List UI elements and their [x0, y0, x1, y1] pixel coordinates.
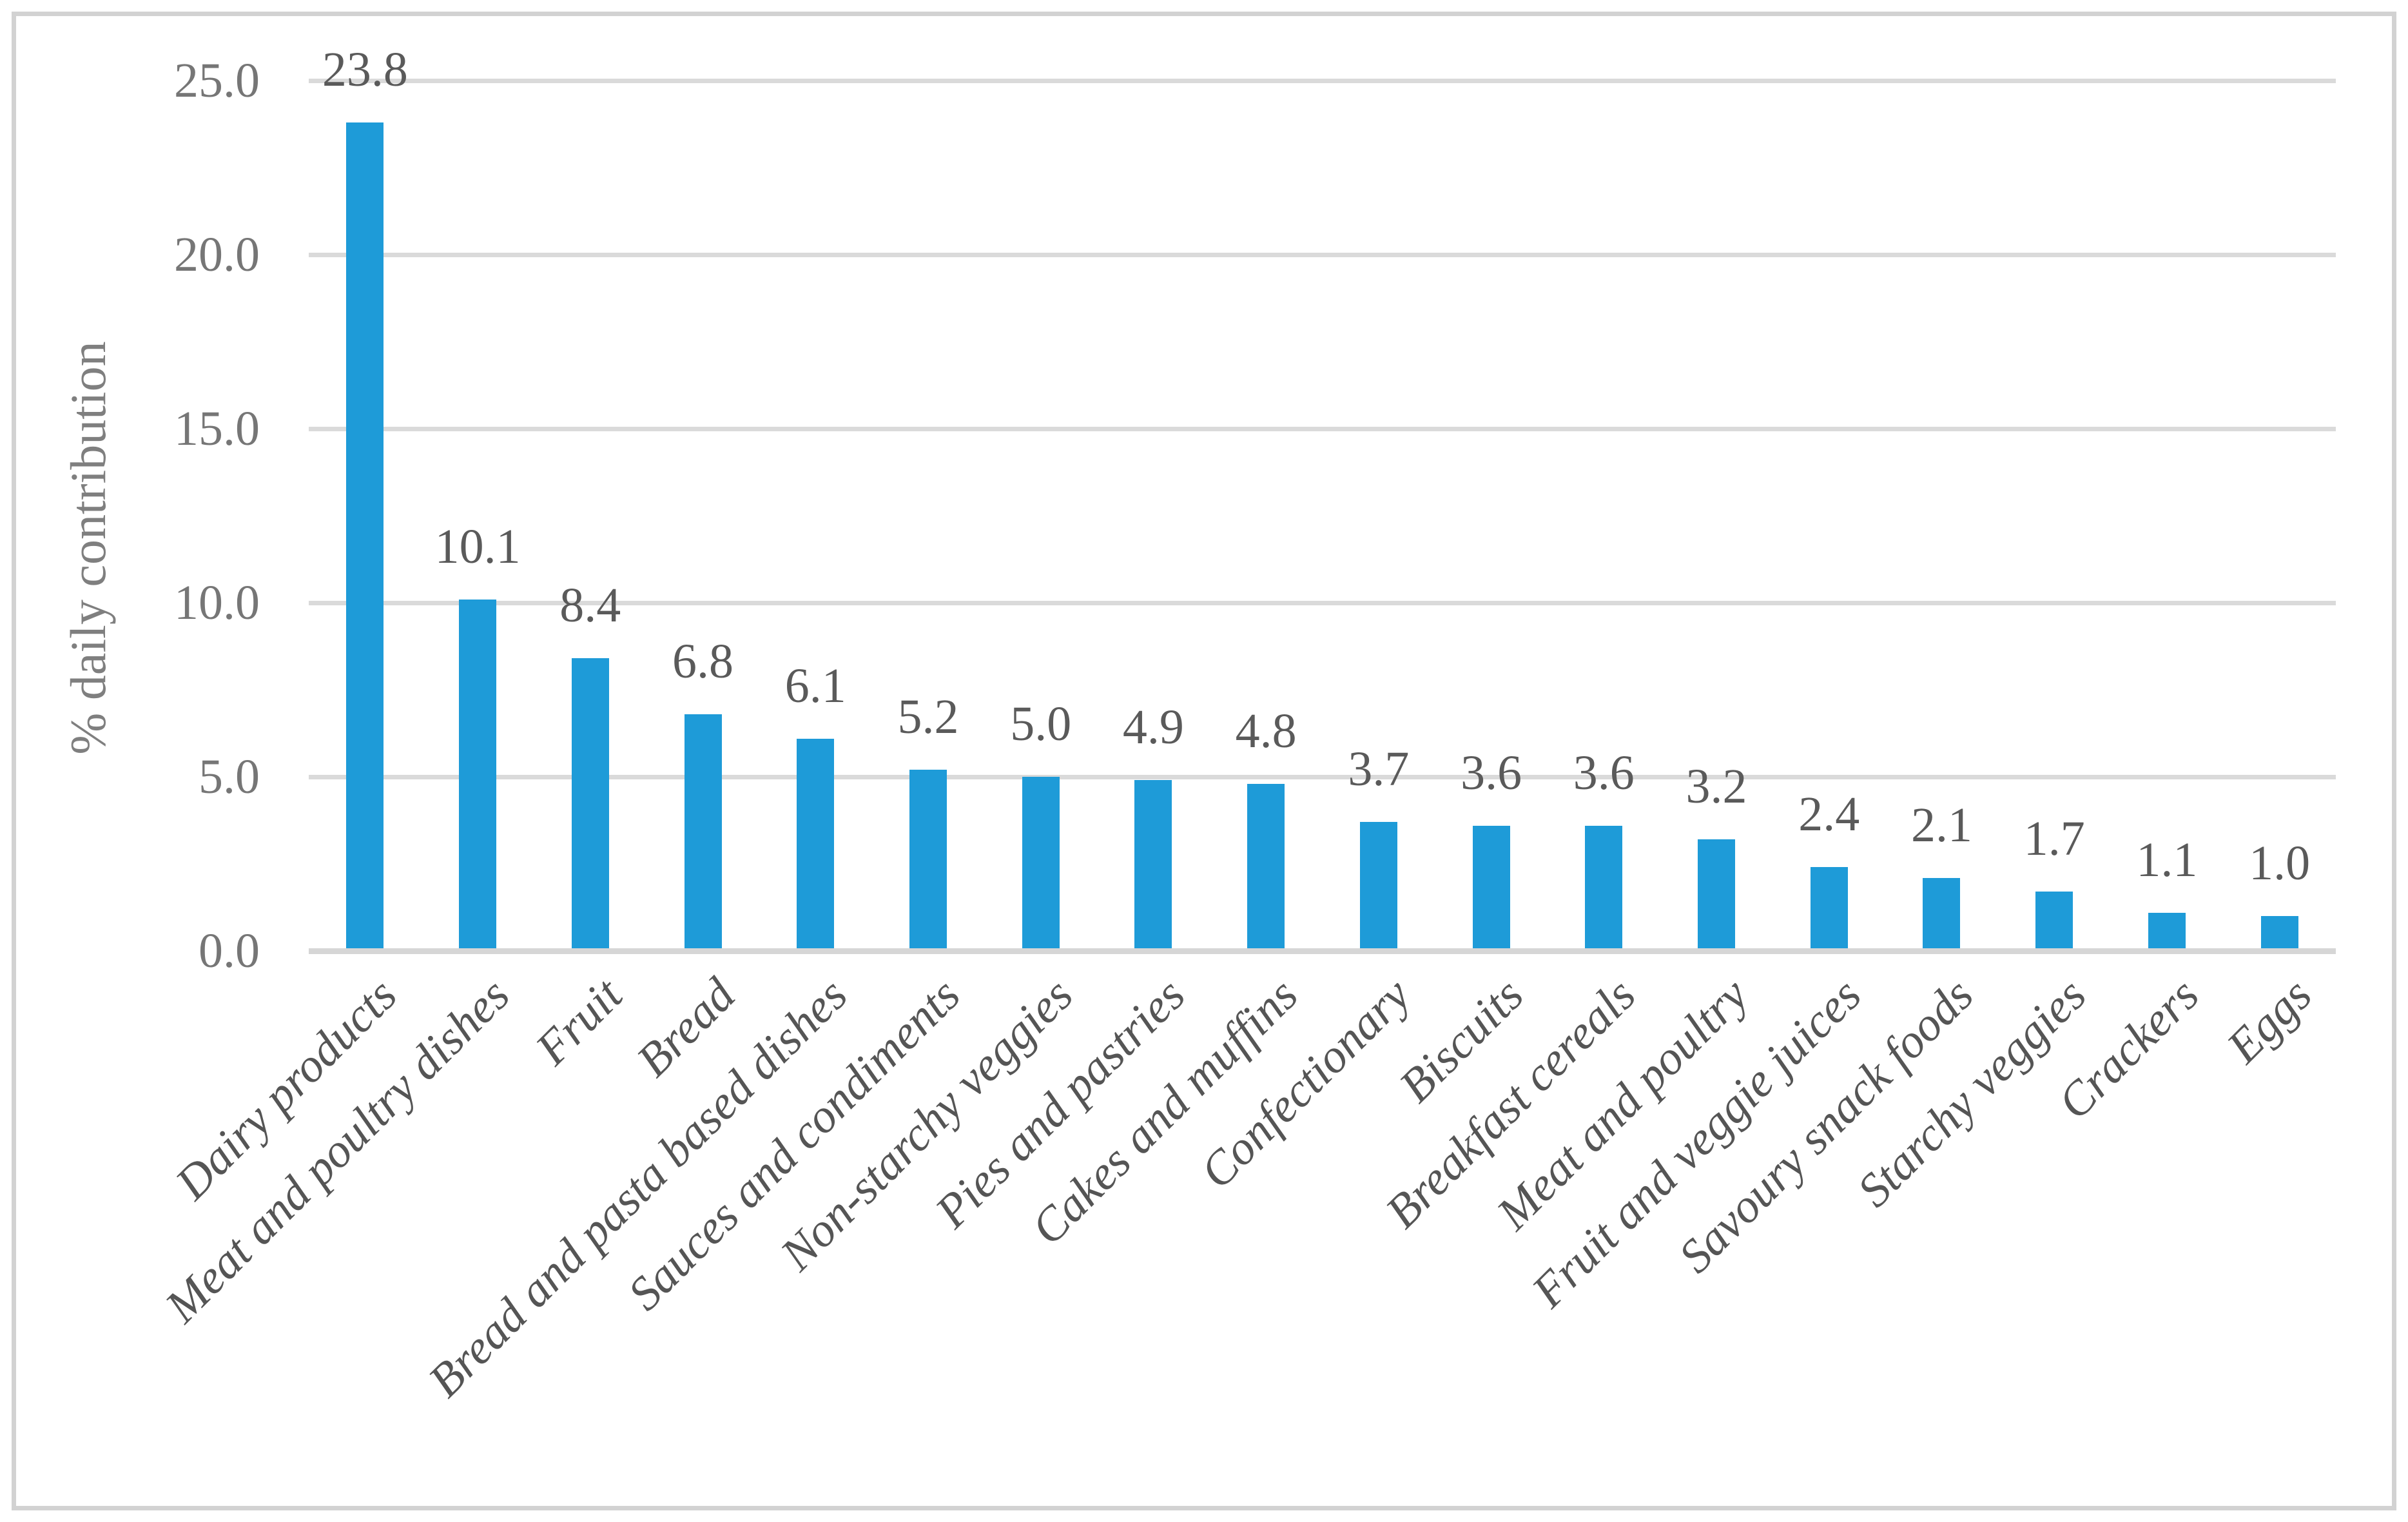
gridline: [309, 775, 2336, 779]
bar-value-label: 1.0: [2249, 836, 2311, 890]
bar: [2260, 916, 2298, 948]
y-axis-title: % daily contribution: [60, 341, 116, 755]
y-axis-tick-label: 0.0: [199, 924, 260, 978]
bar: [1923, 877, 1961, 948]
bar: [1698, 839, 1736, 948]
bar-value-label: 4.8: [1235, 703, 1297, 758]
chart-figure: % daily contribution 0.0 5.0 10.0 15.0 20.0 2…: [12, 12, 2396, 1510]
gridline: [309, 253, 2336, 257]
gridline: [309, 79, 2336, 83]
bar: [797, 738, 835, 948]
bar: [1810, 867, 1848, 948]
y-axis-tick-label: 20.0: [174, 228, 260, 282]
bar: [1585, 825, 1623, 948]
bar-value-label: 2.1: [1910, 797, 1972, 852]
bar: [346, 122, 384, 948]
bar: [2148, 912, 2186, 948]
bar: [1472, 825, 1510, 948]
y-axis-tick-label: 25.0: [174, 54, 260, 108]
bar-value-label: 5.0: [1010, 697, 1072, 751]
gridline: [309, 427, 2336, 431]
bar: [1359, 822, 1397, 948]
bar-value-label: 3.2: [1685, 759, 1747, 814]
bar-value-label: 6.1: [784, 658, 846, 713]
bar-value-label: 6.8: [672, 634, 734, 688]
bar-value-label: 8.4: [559, 578, 621, 633]
bar: [2035, 892, 2073, 948]
bar-value-label: 4.9: [1122, 700, 1184, 755]
bar: [1134, 780, 1172, 948]
bar: [684, 714, 722, 948]
bar-value-label: 1.1: [2136, 832, 2198, 887]
y-axis-tick-label: 10.0: [174, 576, 260, 630]
bar-value-label: 1.7: [2023, 812, 2085, 866]
bar-value-label: 23.8: [322, 42, 408, 97]
gridline: [309, 601, 2336, 605]
bar: [909, 770, 947, 948]
y-axis-tick-label: 15.0: [174, 402, 260, 456]
bar: [1022, 777, 1060, 948]
bar: [1247, 783, 1285, 948]
bar-value-label: 2.4: [1798, 787, 1860, 842]
bar-value-label: 5.2: [897, 690, 959, 745]
bar-value-label: 10.1: [434, 519, 521, 574]
bar: [571, 658, 609, 948]
bar-value-label: 3.6: [1461, 745, 1522, 800]
x-axis-line: [309, 948, 2336, 954]
y-axis-tick-label: 5.0: [199, 750, 260, 804]
bar-value-label: 3.6: [1573, 745, 1635, 800]
bar: [459, 599, 497, 948]
bar-value-label: 3.7: [1348, 742, 1410, 797]
